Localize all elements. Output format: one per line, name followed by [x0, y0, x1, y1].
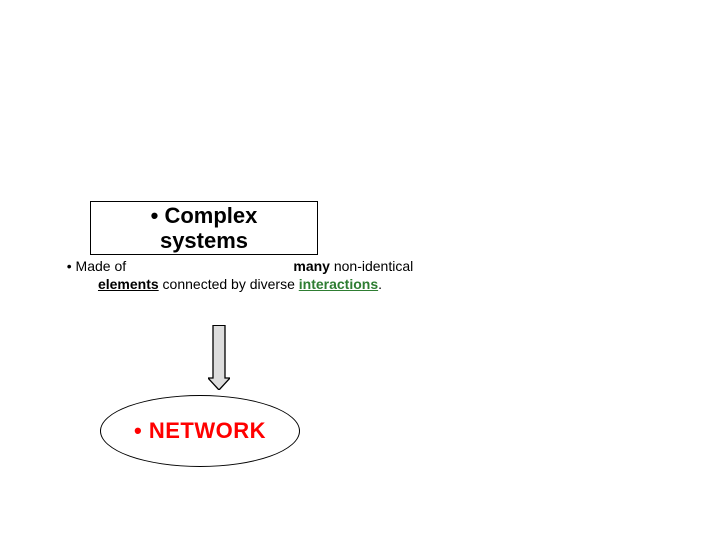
title-box: • Complex systems [90, 201, 318, 255]
body-gap [126, 258, 293, 274]
network-label: • NETWORK [100, 418, 300, 444]
body-text: • Made of many non-identical elements co… [60, 258, 420, 293]
slide-canvas: • Complex systems • Made of many non-ide… [0, 0, 720, 540]
body-seg1: Made of [76, 258, 127, 274]
title-bullet: • [151, 203, 159, 228]
network-text: NETWORK [149, 418, 266, 443]
body-seg3: connected by diverse [159, 276, 299, 292]
title-line1: Complex [164, 203, 257, 228]
body-bullet: • [67, 258, 76, 274]
body-period: . [378, 276, 382, 292]
body-elements: elements [98, 276, 159, 292]
down-arrow [208, 325, 230, 390]
network-bullet: • [134, 418, 142, 443]
down-arrow-icon [208, 325, 230, 390]
body-seg2: non-identical [330, 258, 413, 274]
body-many: many [293, 258, 330, 274]
title-text: • Complex systems [91, 203, 317, 254]
title-line2: systems [160, 228, 248, 253]
body-interactions: interactions [299, 276, 378, 292]
network-ellipse-group: • NETWORK [100, 395, 300, 467]
